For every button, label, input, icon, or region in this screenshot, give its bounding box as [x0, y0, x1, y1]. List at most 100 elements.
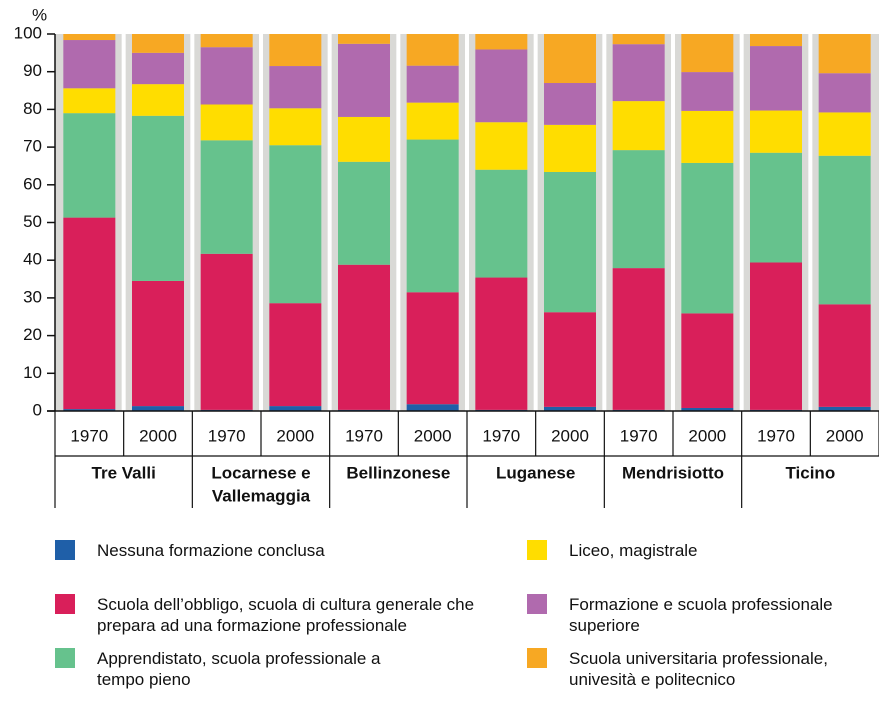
x-tick-label: 1970	[620, 426, 658, 445]
bar-segment	[612, 34, 665, 45]
bar-segment	[750, 262, 802, 410]
bar-segment	[406, 65, 459, 103]
bar-segment	[475, 122, 528, 170]
x-tick-label: 2000	[414, 426, 452, 445]
legend-item: Nessuna formazione conclusa	[55, 540, 527, 594]
group-label: Bellinzonese	[346, 463, 450, 482]
group-label: Ticino	[785, 463, 835, 482]
legend-label: Liceo, magistrale	[569, 541, 698, 560]
y-tick-label: 10	[23, 363, 42, 382]
bar-segment	[818, 406, 871, 411]
bar-segment	[818, 304, 871, 407]
bar-segment	[132, 84, 184, 116]
legend-label: Scuola universitaria professionale, univ…	[569, 649, 828, 689]
bar-segment	[132, 406, 184, 411]
x-tick-label: 1970	[208, 426, 246, 445]
bar-segment	[200, 47, 253, 105]
bar-segment	[338, 161, 390, 265]
bar-segment	[269, 145, 322, 304]
bar-segment	[132, 115, 184, 281]
bar-segment	[200, 253, 253, 410]
bar-segment	[338, 34, 390, 44]
legend-label: Formazione e scuola professionale superi…	[569, 595, 833, 635]
bar-segment	[63, 113, 116, 218]
bar-segment	[269, 66, 322, 109]
bar-segment	[612, 268, 665, 410]
bar-segment	[544, 171, 596, 313]
bar-segment	[544, 406, 596, 411]
y-tick-label: 60	[23, 174, 42, 193]
group-label: Mendrisiotto	[622, 463, 724, 482]
bar-segment	[750, 34, 802, 47]
bar-segment	[132, 34, 184, 53]
y-tick-label: 80	[23, 99, 42, 118]
legend: Nessuna formazione conclusa Scuola dell’o…	[55, 540, 877, 702]
legend-swatch	[527, 648, 547, 668]
bar-segment	[681, 407, 734, 411]
bar-segment	[63, 217, 116, 410]
group-label: Locarnese e	[211, 463, 310, 482]
bar-segment	[269, 34, 322, 67]
bar-segment	[200, 34, 253, 48]
x-tick-label: 2000	[276, 426, 314, 445]
bar-segment	[818, 73, 871, 113]
legend-item: Liceo, magistrale	[527, 540, 877, 594]
bar-segment	[475, 169, 528, 278]
bar-segment	[750, 46, 802, 111]
bar-segment	[200, 104, 253, 141]
x-tick-label: 2000	[551, 426, 589, 445]
bar-segment	[338, 43, 390, 117]
legend-item: Scuola universitaria professionale, univ…	[527, 648, 877, 702]
y-tick-label: 90	[23, 61, 42, 80]
bar-segment	[681, 313, 734, 408]
bar-segment	[818, 34, 871, 74]
x-tick-label: 1970	[482, 426, 520, 445]
y-tick-label: 40	[23, 250, 42, 269]
y-tick-label: 50	[23, 212, 42, 231]
x-tick-label: 2000	[826, 426, 864, 445]
legend-item: Scuola dell’obbligo, scuola di cultura g…	[55, 594, 527, 648]
chart: % 0 10 20 30 40 50 60 70 80 90 100 1970 2000 1970 2000…	[14, 5, 879, 508]
bar-segment	[406, 404, 459, 411]
legend-label: Nessuna formazione conclusa	[97, 541, 325, 560]
bar-segment	[132, 52, 184, 85]
legend-swatch	[527, 540, 547, 560]
bar-segment	[406, 102, 459, 140]
bar-segment	[338, 264, 390, 410]
y-tick-label: 30	[23, 287, 42, 306]
bar-segment	[63, 34, 116, 41]
bar-segment	[612, 150, 665, 269]
x-tick-label: 2000	[688, 426, 726, 445]
bar-segment	[63, 40, 116, 89]
x-tick-label: 2000	[139, 426, 177, 445]
y-tick-label: 0	[33, 400, 42, 419]
bar-segment	[750, 152, 802, 263]
x-tick-label: 1970	[70, 426, 108, 445]
bar-segment	[269, 108, 322, 146]
bar-segment	[750, 110, 802, 153]
group-label: Tre Valli	[92, 463, 156, 482]
bar-segment	[681, 72, 734, 111]
bar-segment	[612, 44, 665, 102]
bar-segment	[681, 34, 734, 73]
bar-segment	[818, 112, 871, 156]
legend-swatch	[55, 648, 75, 668]
bar-segment	[544, 124, 596, 172]
legend-swatch	[527, 594, 547, 614]
bar-segment	[406, 139, 459, 293]
bar-segment	[200, 140, 253, 254]
group-label: Luganese	[496, 463, 575, 482]
legend-swatch	[55, 540, 75, 560]
bar-segment	[544, 34, 596, 84]
bar-segment	[406, 34, 459, 66]
bar-segment	[269, 406, 322, 411]
bar-segment	[475, 34, 528, 50]
legend-item: Apprendistato, scuola professionale a te…	[55, 648, 527, 702]
legend-swatch	[55, 594, 75, 614]
x-tick-label: 1970	[345, 426, 383, 445]
x-tick-label: 1970	[757, 426, 795, 445]
bar-segment	[818, 155, 871, 305]
bar-segment	[544, 312, 596, 407]
bar-segment	[406, 292, 459, 405]
